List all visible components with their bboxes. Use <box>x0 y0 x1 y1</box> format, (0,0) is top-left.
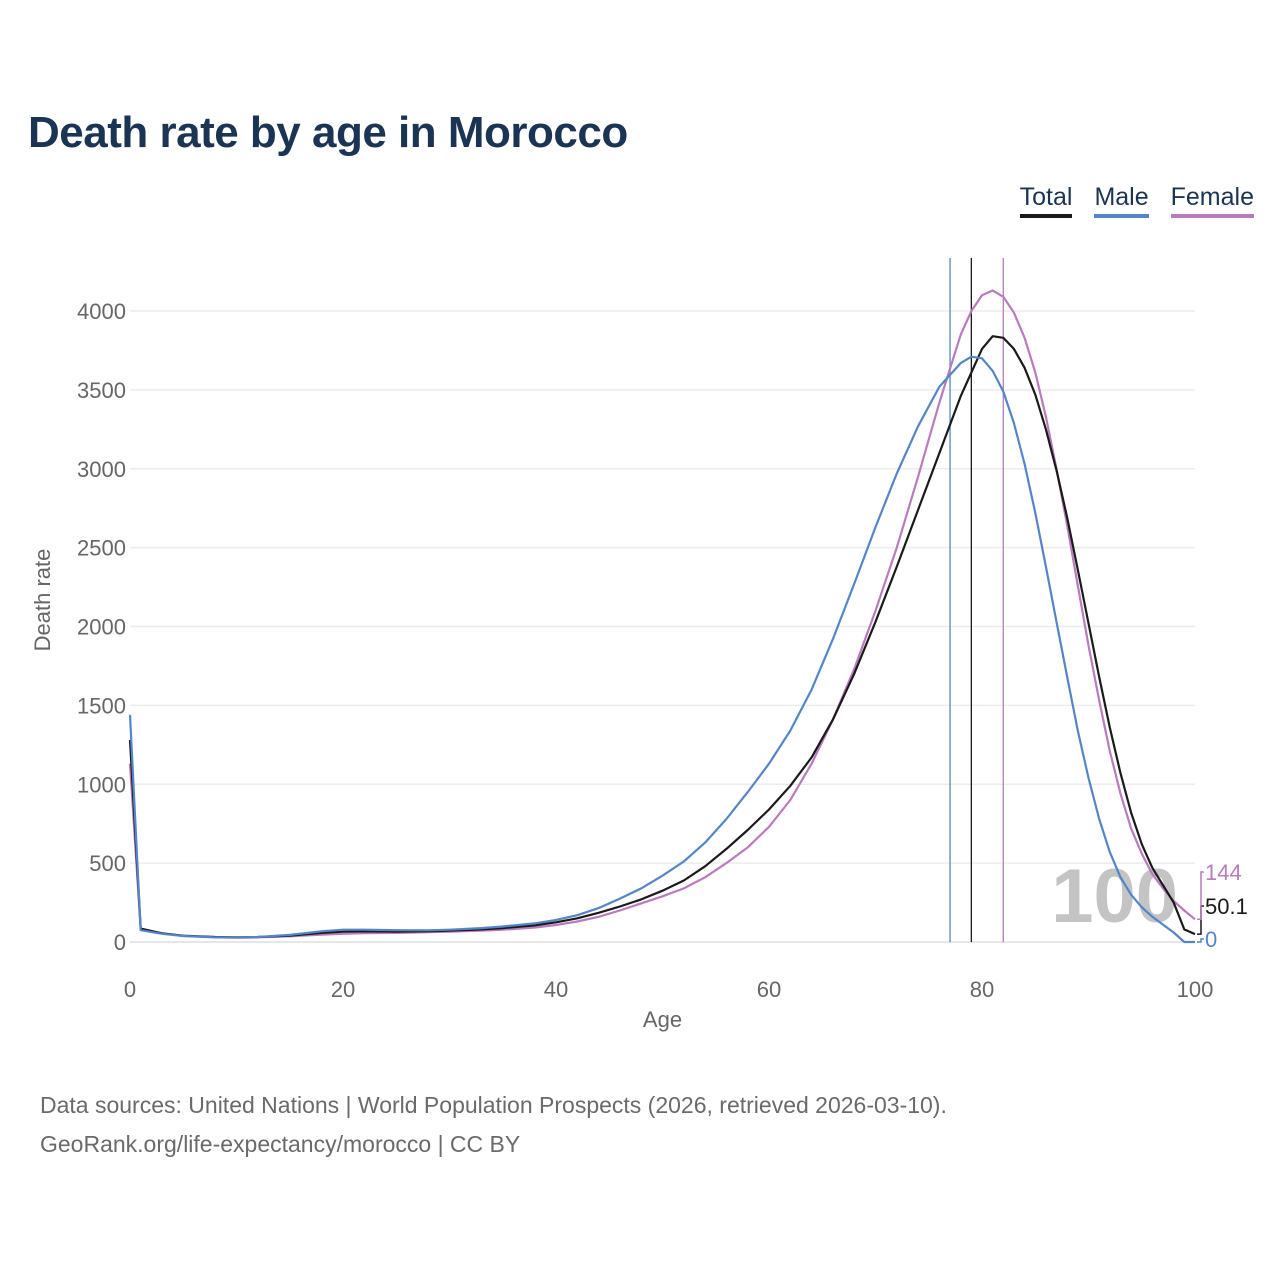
y-tick-label-3000: 3000 <box>77 457 126 482</box>
x-tick-label-80: 80 <box>970 977 994 1002</box>
end-label-connector-male <box>1197 938 1204 943</box>
x-tick-label-100: 100 <box>1177 977 1214 1002</box>
y-axis-title: Death rate <box>30 549 55 652</box>
y-tick-label-2000: 2000 <box>77 615 126 640</box>
footer: Data sources: United Nations | World Pop… <box>40 1086 947 1164</box>
end-value-label-total: 50.1 <box>1205 894 1248 919</box>
legend-item-female[interactable]: Female <box>1170 183 1254 218</box>
y-tick-label-500: 500 <box>89 851 126 876</box>
y-tick-label-2500: 2500 <box>77 536 126 561</box>
y-tick-label-1500: 1500 <box>77 693 126 718</box>
x-tick-label-0: 0 <box>124 977 136 1002</box>
end-label-connector-female <box>1197 871 1204 921</box>
credit-link[interactable]: GeoRank.org/life-expectancy/morocco | CC… <box>40 1131 521 1157</box>
x-tick-label-60: 60 <box>757 977 781 1002</box>
end-value-label-male: 0 <box>1205 927 1217 952</box>
y-tick-label-3500: 3500 <box>77 378 126 403</box>
page-title: Death rate by age in Morocco <box>28 108 628 157</box>
y-tick-label-4000: 4000 <box>77 299 126 324</box>
x-tick-label-20: 20 <box>331 977 355 1002</box>
end-value-label-female: 144 <box>1205 860 1242 885</box>
legend: Total Male Female <box>1019 183 1254 218</box>
current-age-watermark: 100 <box>1051 854 1178 939</box>
series-line-female <box>128 289 1196 939</box>
x-tick-label-40: 40 <box>544 977 568 1002</box>
legend-item-male[interactable]: Male <box>1094 183 1149 218</box>
legend-item-total[interactable]: Total <box>1019 183 1073 218</box>
series-line-male <box>128 355 1195 944</box>
x-axis-title: Age <box>643 1007 682 1032</box>
y-tick-label-1000: 1000 <box>77 772 126 797</box>
series-line-total <box>128 335 1196 939</box>
data-sources-text: Data sources: United Nations | World Pop… <box>40 1092 947 1118</box>
y-tick-label-0: 0 <box>114 930 126 955</box>
